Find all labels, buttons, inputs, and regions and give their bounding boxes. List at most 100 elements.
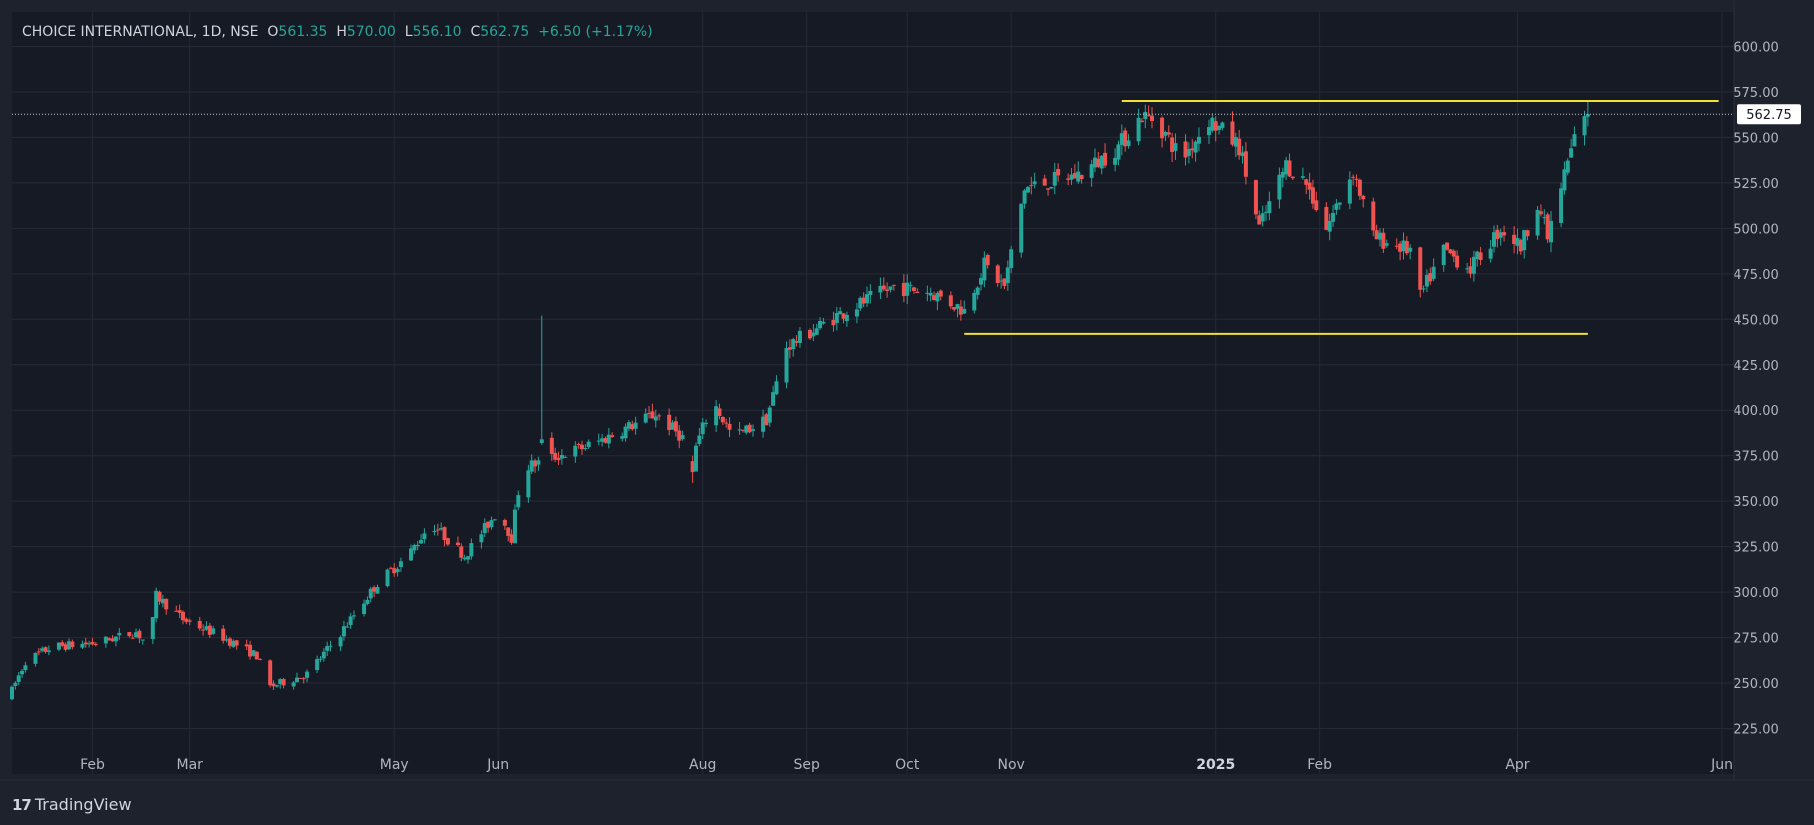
candle-body (271, 683, 276, 687)
candle-body (469, 543, 474, 557)
candle-body (1498, 232, 1503, 238)
candle-body (80, 643, 85, 648)
candle-body (1522, 230, 1527, 251)
candle-body (1351, 176, 1356, 178)
candle-body (60, 642, 65, 646)
candle-body (563, 456, 568, 458)
candle-body (56, 642, 61, 650)
candle-body (211, 628, 216, 634)
plot-area[interactable] (12, 12, 1734, 774)
candle-body (160, 598, 165, 604)
y-tick-label: 300.00 (1733, 586, 1779, 601)
candle-body (409, 548, 413, 561)
candle-body (771, 392, 776, 406)
candle-body (1357, 179, 1362, 196)
candle-body (1089, 164, 1094, 178)
candle-body (422, 533, 427, 540)
candle-body (667, 414, 672, 430)
candle-body (740, 429, 745, 431)
candle-body (278, 679, 283, 685)
candle-body (127, 631, 132, 637)
candle-body (506, 527, 511, 536)
candle-body (677, 430, 682, 441)
candle-body (1441, 244, 1446, 266)
candle-body (982, 257, 987, 281)
candle-body (1196, 136, 1201, 144)
candle-body (516, 495, 521, 508)
candle-body (844, 314, 849, 322)
close-value: 562.75 (480, 24, 530, 40)
candle-body (928, 292, 933, 296)
candle-body (341, 626, 346, 637)
candle-body (372, 587, 377, 592)
candle-body (445, 538, 450, 545)
candle-body (1300, 176, 1305, 178)
candle-body (174, 610, 179, 612)
candle-body (962, 308, 967, 314)
candle-body (93, 643, 98, 645)
candle-body (1126, 140, 1131, 147)
candle-body (653, 416, 658, 421)
candle-body (1113, 157, 1118, 165)
candle-body (834, 312, 839, 323)
candle-body (345, 626, 350, 628)
candle-body (1066, 178, 1071, 180)
candle-body (502, 519, 507, 526)
candle-body (808, 329, 812, 339)
candle-body (1049, 186, 1054, 189)
candle-body (881, 285, 886, 290)
candle-body (1455, 255, 1460, 268)
candle-body (720, 416, 725, 423)
candle-body (1264, 211, 1268, 213)
candle-body (1150, 115, 1154, 122)
grid-lines (12, 12, 1734, 774)
y-tick-label: 550.00 (1733, 131, 1779, 146)
candle-body (717, 408, 722, 416)
candle-body (697, 435, 702, 444)
candle-body (70, 641, 75, 648)
candle-body (177, 610, 182, 613)
candle-body (43, 647, 48, 652)
candle-body (486, 521, 491, 528)
symbol-name: CHOICE INTERNATIONAL, 1D, NSE (22, 24, 259, 40)
candle-body (1401, 240, 1406, 252)
candle-body (1445, 242, 1450, 250)
candle-body (489, 520, 494, 528)
candle-body (1398, 243, 1403, 252)
candle-body (1334, 203, 1339, 210)
y-tick-label: 375.00 (1733, 450, 1779, 465)
candle-body (764, 414, 769, 426)
candle-body (455, 542, 460, 546)
candle-body (432, 530, 437, 533)
candle-body (103, 636, 108, 644)
candle-body (818, 321, 823, 329)
candle-body (150, 617, 155, 640)
candle-body (901, 282, 906, 297)
candle-body (204, 626, 209, 630)
candle-body (838, 311, 843, 315)
tradingview-name: TradingView (34, 795, 132, 814)
y-tick-label: 425.00 (1733, 359, 1779, 374)
candle-body (1492, 232, 1496, 247)
candle-body (1381, 232, 1386, 249)
candle-body (134, 632, 139, 637)
candle-body (1079, 174, 1084, 180)
candle-body (657, 415, 662, 417)
candle-body (724, 422, 729, 424)
candle-body (623, 426, 628, 439)
candle-body (1572, 134, 1577, 147)
candle-body (694, 445, 698, 472)
candle-body (1217, 125, 1222, 130)
tradingview-branding[interactable]: 17 TradingView (12, 795, 132, 814)
candle-body (1535, 210, 1540, 236)
candle-body (482, 523, 487, 534)
candle-body (224, 639, 229, 641)
candle-body (1582, 116, 1587, 136)
candle-body (1099, 155, 1104, 169)
x-tick-label: Apr (1505, 757, 1529, 773)
candle-body (529, 460, 534, 472)
candle-body (791, 339, 796, 350)
candle-body (925, 292, 930, 294)
